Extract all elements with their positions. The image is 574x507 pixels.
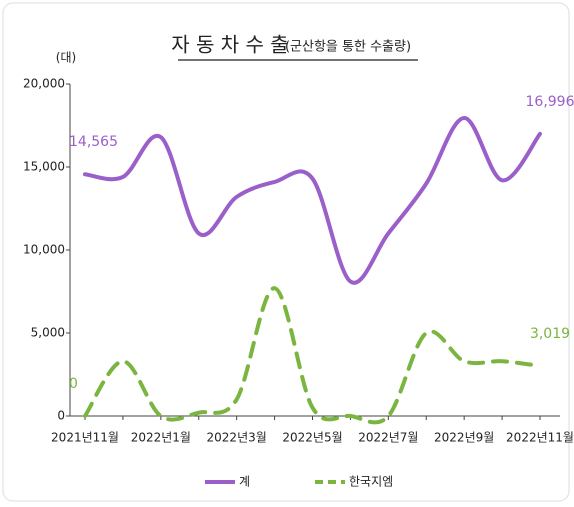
- chart-subtitle: (군산항을 통한 수출량): [285, 40, 411, 55]
- y-tick-label: 15,000: [23, 160, 65, 174]
- frame: [2, 2, 570, 502]
- x-tick-label: 2022년11월: [506, 431, 574, 445]
- series-line: [83, 286, 542, 425]
- y-tick-label: 5,000: [31, 326, 65, 340]
- legend-label: 계: [239, 475, 250, 489]
- y-tick-label: 20,000: [23, 77, 65, 91]
- chart-title: 자 동 차 수 출: [171, 33, 288, 57]
- data-label: 14,565: [69, 134, 118, 150]
- data-label: 16,996: [526, 94, 574, 110]
- series-line: [83, 116, 542, 285]
- y-tick-label: 10,000: [23, 243, 65, 257]
- y-unit: (대): [56, 51, 76, 65]
- x-tick-label: 2021년11월: [51, 431, 119, 445]
- y-tick-label: 0: [57, 409, 65, 423]
- legend-label: 한국지엠: [349, 475, 393, 489]
- x-tick-label: 2022년1월: [131, 431, 191, 445]
- x-tick-label: 2022년3월: [207, 431, 267, 445]
- x-tick-label: 2022년7월: [358, 431, 418, 445]
- data-label: 3,019: [530, 326, 570, 342]
- x-tick-label: 2022년9월: [434, 431, 494, 445]
- x-tick-label: 2022년5월: [282, 431, 342, 445]
- data-label: 0: [69, 376, 78, 392]
